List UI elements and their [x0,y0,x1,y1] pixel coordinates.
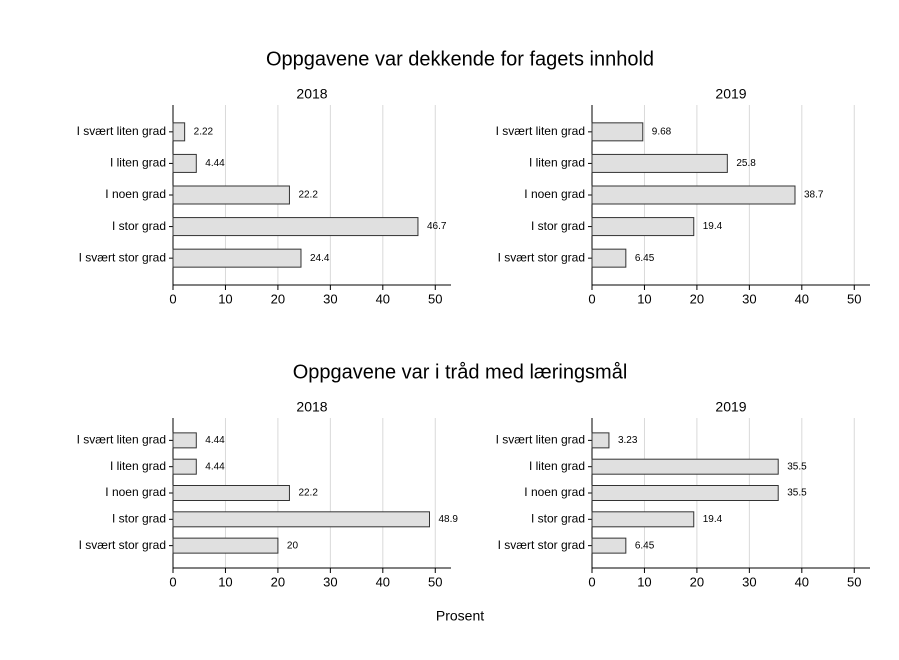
bar [172,537,279,554]
value-label: 38.7 [804,190,824,201]
value-label: 48.9 [438,514,458,525]
y-tick-label: I liten grad [110,459,166,473]
value-label: 22.2 [298,190,318,201]
x-tick-label: 50 [428,574,442,589]
bar [591,248,627,268]
x-tick-label: 30 [742,574,756,589]
y-tick-label: I noen grad [105,187,166,201]
bar [172,122,186,142]
suptitle: Oppgavene var i tråd med læringsmål [293,361,628,383]
bar [172,458,197,475]
x-tick-label: 30 [323,574,337,589]
x-tick-label: 50 [847,291,861,306]
bar [591,153,728,173]
value-label: 9.68 [652,126,672,137]
x-tick-label: 30 [323,291,337,306]
y-tick-label: I liten grad [529,156,585,170]
x-tick-label: 0 [169,291,176,306]
y-tick-label: I svært liten grad [77,433,166,447]
x-tick-label: 10 [637,574,651,589]
y-tick-label: I svært liten grad [496,124,585,138]
bar [172,153,197,173]
value-label: 19.4 [703,221,723,232]
bar [172,217,419,237]
y-tick-label: I svært stor grad [79,250,166,264]
panel-title: 2018 [296,86,327,102]
bar [591,485,779,501]
y-tick-label: I svært stor grad [498,538,585,552]
value-label: 6.45 [635,253,655,264]
bar [172,432,197,449]
panel-title: 2018 [296,399,327,415]
value-label: 4.44 [205,158,225,169]
bar [172,185,290,205]
bar [172,248,302,268]
y-tick-label: I stor grad [531,219,585,233]
x-tick-label: 20 [271,291,285,306]
y-tick-label: I liten grad [110,156,166,170]
y-tick-label: I noen grad [524,187,585,201]
y-tick-label: I svært stor grad [498,250,585,264]
y-tick-label: I stor grad [112,219,166,233]
value-label: 4.44 [205,435,225,446]
x-tick-label: 10 [218,574,232,589]
y-tick-label: I svært liten grad [77,124,166,138]
value-label: 46.7 [427,221,447,232]
x-tick-label: 10 [637,291,651,306]
x-tick-label: 50 [847,574,861,589]
x-tick-label: 40 [376,291,390,306]
value-label: 3.23 [618,435,638,446]
x-tick-label: 20 [690,291,704,306]
value-label: 25.8 [736,158,756,169]
value-label: 4.44 [205,461,225,472]
panel-title: 2019 [715,86,746,102]
x-tick-label: 20 [271,574,285,589]
value-label: 24.4 [310,253,330,264]
y-tick-label: I svært liten grad [496,433,585,447]
value-label: 35.5 [787,461,807,472]
value-label: 22.2 [298,488,318,499]
suptitle: Oppgavene var dekkende for fagets innhol… [266,48,654,70]
value-label: 19.4 [703,514,723,525]
value-label: 2.22 [194,126,214,137]
y-tick-label: I svært stor grad [79,538,166,552]
x-axis-label: Prosent [436,608,484,624]
y-tick-label: I liten grad [529,459,585,473]
x-tick-label: 40 [795,291,809,306]
bar [591,511,695,528]
value-label: 6.45 [635,540,655,551]
bar [591,458,779,475]
y-tick-label: I noen grad [524,485,585,499]
x-tick-label: 20 [690,574,704,589]
x-tick-label: 0 [588,291,595,306]
bar [591,537,627,554]
bar [591,432,610,449]
x-tick-label: 50 [428,291,442,306]
x-tick-label: 0 [169,574,176,589]
panel-title: 2019 [715,399,746,415]
y-tick-label: I stor grad [531,511,585,525]
bar [172,511,430,528]
x-tick-label: 30 [742,291,756,306]
x-tick-label: 40 [795,574,809,589]
y-tick-label: I stor grad [112,511,166,525]
bar [591,217,695,237]
value-label: 35.5 [787,488,807,499]
value-label: 20 [287,540,299,551]
x-tick-label: 40 [376,574,390,589]
bar [591,185,796,205]
y-tick-label: I noen grad [105,485,166,499]
bar [172,485,290,501]
bar [591,122,644,142]
x-tick-label: 10 [218,291,232,306]
x-tick-label: 0 [588,574,595,589]
